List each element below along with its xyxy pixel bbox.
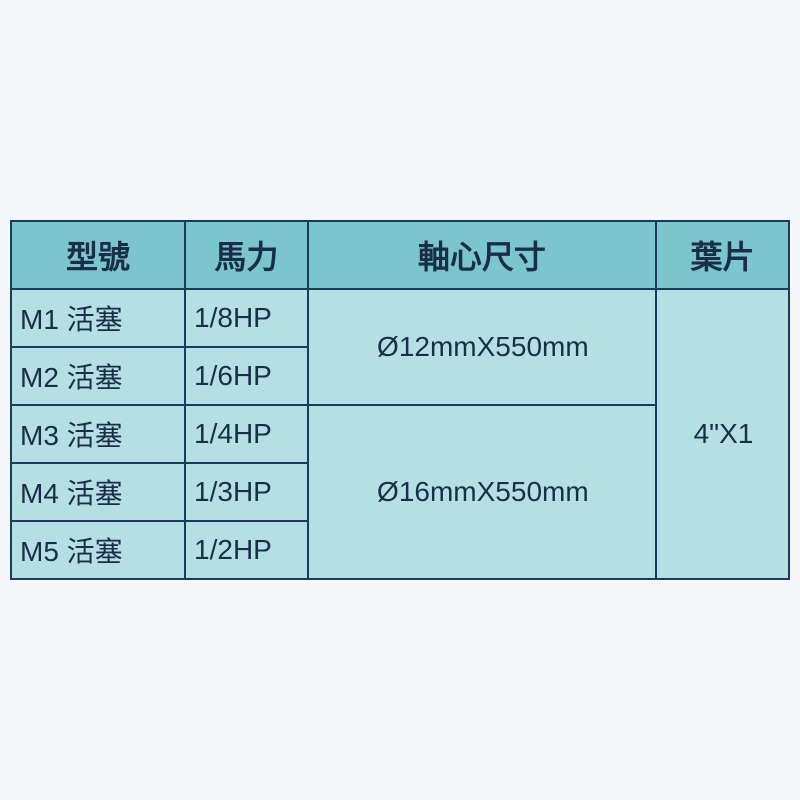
cell-model: M1 活塞: [11, 289, 185, 347]
cell-model: M5 活塞: [11, 521, 185, 579]
cell-model: M2 活塞: [11, 347, 185, 405]
cell-hp: 1/8HP: [185, 289, 308, 347]
cell-model: M4 活塞: [11, 463, 185, 521]
table-row: M1 活塞 1/8HP Ø12mmX550mm 4"X1: [11, 289, 789, 347]
cell-shaft-group2: Ø16mmX550mm: [308, 405, 656, 579]
cell-hp: 1/3HP: [185, 463, 308, 521]
header-blade: 葉片: [656, 221, 789, 289]
cell-blade: 4"X1: [656, 289, 789, 579]
header-model: 型號: [11, 221, 185, 289]
header-hp: 馬力: [185, 221, 308, 289]
header-shaft: 軸心尺寸: [308, 221, 656, 289]
cell-hp: 1/2HP: [185, 521, 308, 579]
spec-table: 型號 馬力 軸心尺寸 葉片 M1 活塞 1/8HP Ø12mmX550mm 4"…: [10, 220, 790, 580]
cell-hp: 1/4HP: [185, 405, 308, 463]
spec-table-container: 型號 馬力 軸心尺寸 葉片 M1 活塞 1/8HP Ø12mmX550mm 4"…: [10, 220, 790, 580]
table-header-row: 型號 馬力 軸心尺寸 葉片: [11, 221, 789, 289]
cell-shaft-group1: Ø12mmX550mm: [308, 289, 656, 405]
cell-model: M3 活塞: [11, 405, 185, 463]
cell-hp: 1/6HP: [185, 347, 308, 405]
